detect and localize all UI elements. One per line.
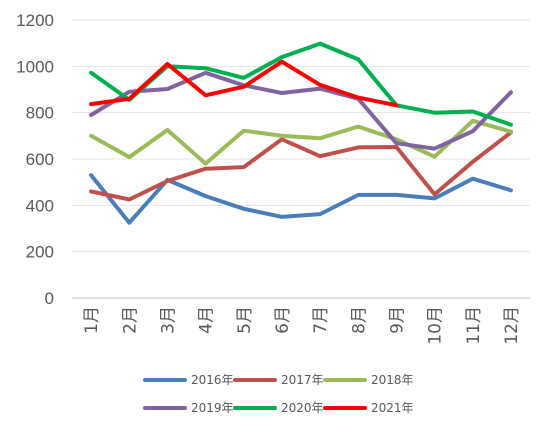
series-lines	[89, 41, 513, 225]
series-line-2	[89, 118, 513, 166]
x-tick-label: 12月	[502, 306, 522, 345]
x-tick-label: 9月	[387, 306, 407, 334]
legend-label: 2018年	[371, 373, 414, 387]
legend-item: 2018年	[323, 373, 414, 387]
legend-label: 2020年	[281, 401, 324, 415]
y-tick-label: 0	[45, 289, 54, 308]
x-tick-label: 2月	[120, 306, 140, 334]
series-line-3	[89, 70, 513, 151]
y-tick-label: 400	[26, 196, 54, 215]
legend-item: 2017年	[233, 373, 324, 387]
x-tick-label: 5月	[235, 306, 255, 334]
y-tick-label: 600	[26, 150, 54, 169]
series-line-1	[89, 130, 513, 202]
legend-item: 2016年	[143, 373, 234, 387]
x-tick-label: 1月	[82, 306, 102, 334]
legend-item: 2019年	[143, 401, 234, 415]
y-tick-label: 800	[26, 104, 54, 123]
x-tick-label: 8月	[349, 306, 369, 334]
x-tick-label: 4月	[197, 306, 217, 334]
x-tick-label: 10月	[426, 306, 446, 345]
legend-item: 2020年	[233, 401, 324, 415]
series-line-0	[89, 173, 513, 225]
y-tick-label: 1200	[16, 11, 54, 30]
x-tick-label: 6月	[273, 306, 293, 334]
x-tick-label: 7月	[311, 306, 331, 334]
legend-label: 2019年	[191, 401, 234, 415]
legend: 2016年 2017年 2018年 2019年 2020年 2021年	[143, 373, 414, 415]
legend-label: 2016年	[191, 373, 234, 387]
legend-item: 2021年	[323, 401, 414, 415]
x-axis-ticks: 1月 2月 3月 4月 5月 6月 7月 8月 9月 10月 11月 12月	[82, 306, 522, 345]
legend-label: 2021年	[371, 401, 414, 415]
legend-label: 2017年	[281, 373, 324, 387]
y-tick-label: 200	[26, 243, 54, 262]
grid	[72, 19, 530, 299]
x-tick-label: 11月	[464, 306, 484, 345]
y-tick-label: 1000	[16, 57, 54, 76]
y-axis-ticks: 0 200 400 600 800 1000 1200	[16, 11, 54, 308]
x-tick-label: 3月	[158, 306, 178, 334]
series-line-5	[89, 59, 399, 108]
